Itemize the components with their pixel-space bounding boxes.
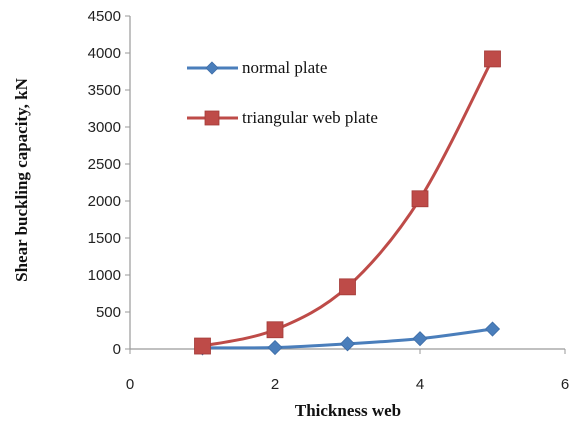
x-tick-label: 4 [416,376,424,393]
legend: normal plate triangular web plate [187,58,378,127]
y-axis-title: Shear buckling capacity, kN [12,77,31,281]
y-tick-label: 1000 [88,267,121,284]
y-tick-label: 3000 [88,119,121,136]
y-tick-label: 0 [113,341,121,358]
legend-marker [205,61,219,75]
x-axis-title: Thickness web [295,401,401,420]
series-group [194,50,501,356]
data-point [339,278,356,296]
x-tick-label: 6 [561,376,569,393]
series-line [202,58,494,348]
y-tick-label: 3500 [88,82,121,99]
x-tick-label: 2 [271,376,279,393]
data-point [411,190,429,208]
data-point [339,336,356,352]
data-point [267,339,283,356]
legend-label: triangular web plate [242,108,378,127]
y-tick-label: 500 [96,304,121,321]
y-tick-label: 4500 [88,8,121,25]
y-tick-label: 2500 [88,156,121,173]
x-tick-labels: 0 2 4 6 [126,376,569,393]
y-tick-label: 1500 [88,230,121,247]
data-point [484,50,501,68]
legend-label: normal plate [242,58,327,77]
data-point [484,321,501,337]
data-point [266,321,284,339]
y-tick-label: 4000 [88,45,121,62]
series-2 [194,50,501,355]
data-point [194,337,211,355]
x-tick-label: 0 [126,376,134,393]
y-tick-label: 2000 [88,193,121,210]
legend-marker [204,110,220,126]
y-tick-labels: 0 500 1000 1500 2000 2500 3000 3500 4000 4500 [88,8,121,358]
data-point [412,331,428,347]
